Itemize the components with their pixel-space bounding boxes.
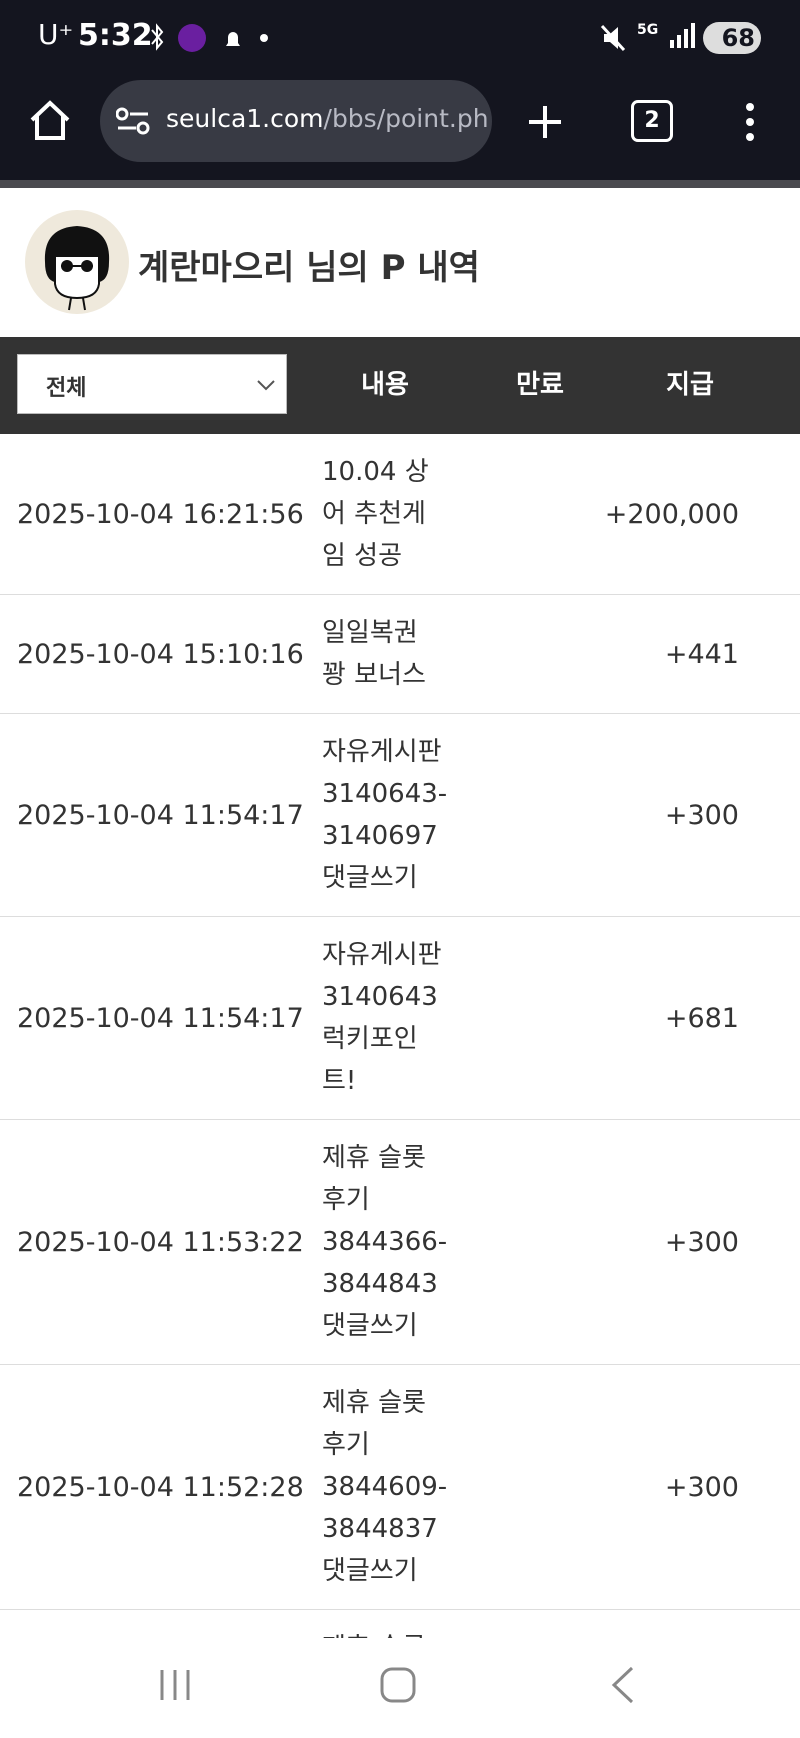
column-header: 지급 <box>666 370 714 400</box>
content-line: 후기 <box>322 1185 370 1215</box>
table-header: 전체 내용 만료 지급 <box>0 337 800 434</box>
row-amount: +300 <box>664 1471 739 1503</box>
back-button[interactable] <box>611 1666 634 1704</box>
content-line: 자유게시판 <box>322 940 442 970</box>
content-line: 10.04 상 <box>322 457 429 487</box>
row-date: 2025-10-04 11:53:22 <box>17 1226 304 1258</box>
content-line: 어 추천게 <box>322 499 426 529</box>
content-line: 3140643- <box>322 779 448 809</box>
home-nav-button[interactable] <box>380 1667 416 1703</box>
row-content: 제휴 슬롯 <box>322 1627 562 1638</box>
content-line: 댓글쓰기 <box>322 863 418 893</box>
content-line: 3844837 <box>322 1514 438 1544</box>
battery: 68 <box>703 22 761 54</box>
browser-toolbar: seulca1.com/bbs/point.ph 2 <box>0 72 800 180</box>
tab-count[interactable]: 2 <box>631 100 673 142</box>
clock: 5:32 <box>78 18 153 53</box>
page-header: 계란마으리 님의 P 내역 <box>0 188 800 337</box>
row-content: 자유게시판 3140643- 3140697 댓글쓰기 <box>322 731 562 899</box>
content-line: 꽝 보너스 <box>322 660 426 690</box>
separator <box>0 180 800 188</box>
row-date: 2025-10-04 11:52:28 <box>17 1471 304 1503</box>
filter-select[interactable]: 전체 <box>17 354 287 414</box>
nav-icons <box>160 1666 634 1704</box>
content-line: 제휴 슬롯 <box>322 1143 426 1173</box>
url-text: seulca1.com/bbs/point.ph <box>166 104 489 133</box>
content-line: 일일복권 <box>322 618 418 648</box>
content-line: 제휴 슬롯 <box>322 1388 426 1418</box>
row-date: 2025-10-04 15:10:16 <box>17 638 304 670</box>
table-row: 2025-10-04 11:54:17 자유게시판 3140643- 3140697 댓… <box>0 714 800 917</box>
row-amount: +200,000 <box>604 498 739 530</box>
content-line: 트! <box>322 1066 357 1096</box>
row-date: 2025-10-04 11:54:17 <box>17 799 304 831</box>
signal-icon <box>670 23 695 48</box>
notification-icons <box>151 23 268 52</box>
status-bar: U⁺ 5:32 5G 68 <box>0 0 800 72</box>
navigation-bar <box>0 1638 800 1734</box>
filter-value: 전체 <box>46 376 87 401</box>
content-line: 3844366- <box>322 1227 448 1257</box>
recent-apps-button[interactable] <box>160 1670 190 1700</box>
network-type: 5G <box>637 22 659 38</box>
content-line: 3140643 <box>322 982 438 1012</box>
address-bar[interactable]: seulca1.com/bbs/point.ph <box>100 80 492 162</box>
content-line: 럭키포인 <box>322 1024 418 1054</box>
content-line: 댓글쓰기 <box>322 1556 418 1586</box>
row-date: 2025-10-04 16:21:56 <box>17 498 304 530</box>
column-header: 만료 <box>516 370 564 400</box>
page-title: 계란마으리 님의 P 내역 <box>138 248 480 288</box>
table-row-partial: 제휴 슬롯 <box>0 1610 800 1638</box>
new-tab-button[interactable] <box>525 102 565 142</box>
column-header: 내용 <box>361 370 409 400</box>
url-path: /bbs/point.ph <box>323 104 489 133</box>
home-button[interactable] <box>28 98 72 142</box>
row-amount: +300 <box>664 799 739 831</box>
content-line: 임 성공 <box>322 541 403 571</box>
row-amount: +300 <box>664 1226 739 1258</box>
content-line: 후기 <box>322 1430 370 1460</box>
mute-icon <box>600 24 626 52</box>
url-host: seulca1.com <box>166 104 324 133</box>
site-settings-icon[interactable] <box>116 106 150 136</box>
content-line: 3844843 <box>322 1269 438 1299</box>
avatar <box>25 210 129 314</box>
content-line: 자유게시판 <box>322 737 442 767</box>
content-line: 댓글쓰기 <box>322 1311 418 1341</box>
content-line: 3844609- <box>322 1472 448 1502</box>
dropdown-arrow <box>257 380 275 391</box>
content-line: 3140697 <box>322 821 438 851</box>
carrier: U⁺ <box>38 18 74 51</box>
row-date: 2025-10-04 11:54:17 <box>17 1002 304 1034</box>
row-amount: +441 <box>664 638 739 670</box>
row-amount: +681 <box>664 1002 739 1034</box>
content-line: 제휴 슬롯 <box>322 1627 562 1638</box>
menu-button[interactable] <box>738 102 762 142</box>
